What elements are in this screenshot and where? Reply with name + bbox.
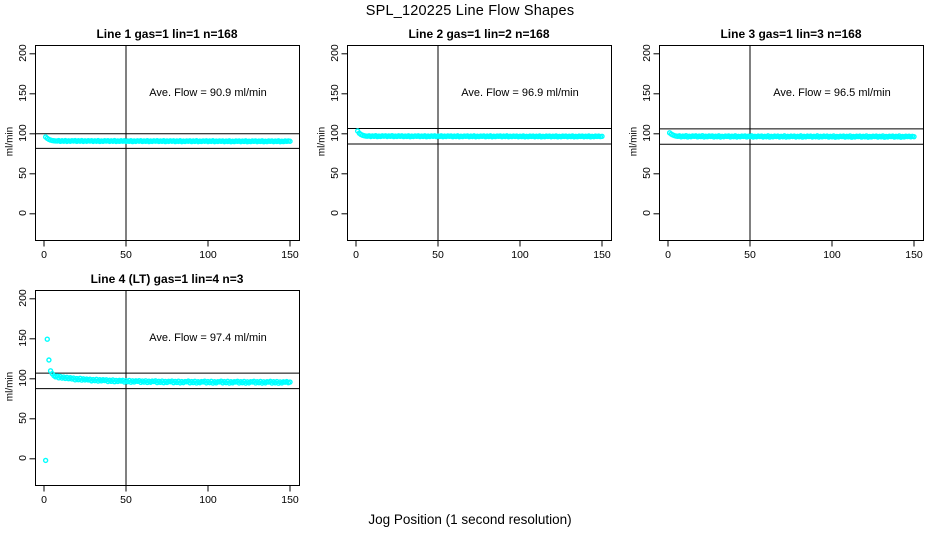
x-tick-label: 100 — [199, 248, 217, 261]
x-tick-label: 100 — [199, 493, 217, 506]
x-tick-label: 50 — [120, 493, 132, 506]
y-tick-label: 150 — [17, 84, 29, 103]
x-tick-label: 0 — [665, 248, 671, 261]
panel-3-title: Line 3 gas=1 lin=3 n=168 — [720, 27, 862, 41]
y-tick-label: 100 — [641, 124, 653, 143]
plot-frame — [659, 44, 924, 241]
panel-2-title: Line 2 gas=1 lin=2 n=168 — [408, 27, 550, 41]
y-tick-label: 200 — [329, 44, 341, 63]
y-tick-label: 100 — [17, 369, 29, 388]
x-tick-label: 150 — [905, 248, 923, 261]
x-tick-label: 100 — [823, 248, 841, 261]
x-tick-label: 100 — [511, 248, 529, 261]
plot-frame — [35, 44, 300, 241]
panel-1-y-axis-label: ml/min — [4, 126, 16, 157]
x-tick-label: 150 — [281, 248, 299, 261]
data-points-series — [42, 336, 293, 463]
panel-1-ave-flow-label: Ave. Flow = 90.9 ml/min — [149, 87, 267, 99]
y-tick-label: 0 — [641, 210, 653, 217]
y-tick-label: 100 — [17, 124, 29, 143]
data-points-series — [354, 127, 605, 140]
y-tick-label: 0 — [329, 210, 341, 217]
y-tick-label: 50 — [641, 167, 653, 180]
x-tick-label: 0 — [353, 248, 359, 261]
plot-area-panel-4 — [29, 289, 300, 491]
x-tick-label: 50 — [744, 248, 756, 261]
y-tick-label: 50 — [17, 167, 29, 180]
data-points-series — [42, 133, 293, 144]
y-tick-label: 50 — [329, 167, 341, 180]
plot-frame — [347, 44, 612, 241]
panel-3-ave-flow-label: Ave. Flow = 96.5 ml/min — [773, 87, 891, 99]
x-tick-label: 50 — [120, 248, 132, 261]
panel-4-ave-flow-label: Ave. Flow = 97.4 ml/min — [149, 332, 267, 344]
y-tick-label: 150 — [329, 84, 341, 103]
panel-3-y-axis-label: ml/min — [628, 126, 640, 157]
panel-4-y-axis-label: ml/min — [4, 371, 16, 402]
y-tick-label: 200 — [641, 44, 653, 63]
x-tick-label: 150 — [593, 248, 611, 261]
panel-2-y-axis-label: ml/min — [316, 126, 328, 157]
y-tick-label: 150 — [17, 329, 29, 348]
plot-area-panel-1 — [29, 44, 300, 246]
y-tick-label: 200 — [17, 44, 29, 63]
panel-4-title: Line 4 (LT) gas=1 lin=4 n=3 — [90, 272, 244, 286]
x-axis-label: Jog Position (1 second resolution) — [368, 512, 572, 527]
panel-1-title: Line 1 gas=1 lin=1 n=168 — [96, 27, 238, 41]
y-tick-label: 0 — [17, 210, 29, 217]
y-tick-label: 50 — [17, 412, 29, 425]
panel-2-ave-flow-label: Ave. Flow = 96.9 ml/min — [461, 87, 579, 99]
plot-area-panel-3 — [653, 44, 924, 246]
x-tick-label: 50 — [432, 248, 444, 261]
x-tick-label: 0 — [41, 493, 47, 506]
figure-title: SPL_120225 Line Flow Shapes — [365, 3, 575, 19]
data-points-series — [666, 129, 917, 140]
y-tick-label: 0 — [17, 455, 29, 462]
x-tick-label: 0 — [41, 248, 47, 261]
y-tick-label: 200 — [17, 289, 29, 308]
y-tick-label: 100 — [329, 124, 341, 143]
plot-area-panel-2 — [341, 44, 612, 246]
y-tick-label: 150 — [641, 84, 653, 103]
plot-frame — [35, 289, 300, 486]
x-tick-label: 150 — [281, 493, 299, 506]
